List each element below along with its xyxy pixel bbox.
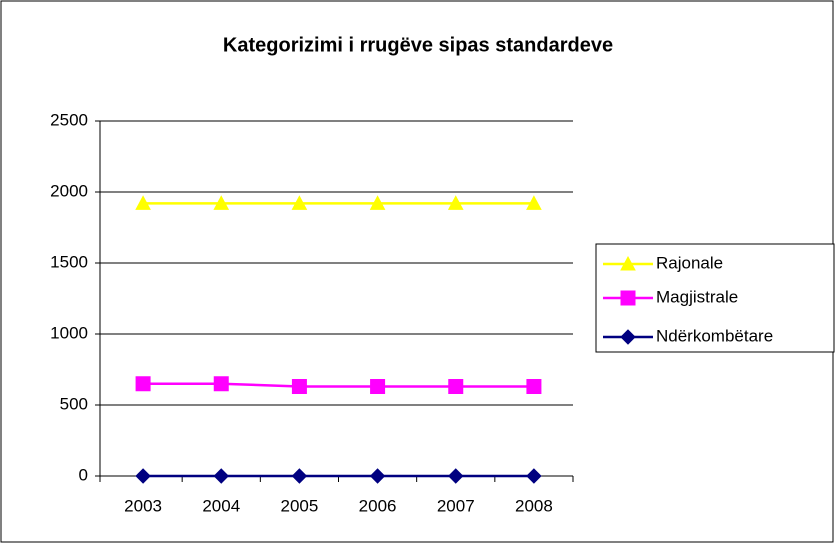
- y-tick-label: 0: [79, 465, 88, 484]
- x-tick-label: 2007: [437, 496, 475, 515]
- data-point: [291, 379, 307, 395]
- y-tick-label: 500: [60, 394, 88, 413]
- legend-label: Ndërkombëtare: [656, 326, 773, 345]
- data-point: [526, 379, 542, 395]
- y-tick-label: 1500: [50, 252, 88, 271]
- x-tick-label: 2004: [202, 496, 240, 515]
- legend-marker: [620, 329, 636, 345]
- y-tick-label: 1000: [50, 323, 88, 342]
- data-point: [448, 379, 464, 395]
- data-point: [135, 468, 151, 484]
- data-point: [447, 195, 464, 210]
- data-point: [213, 195, 230, 210]
- data-point: [526, 468, 542, 484]
- data-point: [213, 376, 229, 392]
- legend-label: Rajonale: [656, 253, 723, 272]
- x-tick-label: 2005: [281, 496, 319, 515]
- chart-title: Kategorizimi i rrugëve sipas standardeve: [223, 34, 613, 56]
- data-point: [135, 376, 151, 392]
- y-tick-label: 2000: [50, 181, 88, 200]
- legend-marker: [620, 255, 636, 271]
- data-point: [291, 468, 308, 484]
- legend-marker: [620, 290, 636, 306]
- x-tick-label: 2003: [124, 496, 162, 515]
- data-point: [526, 195, 542, 210]
- data-point: [370, 379, 386, 395]
- data-point: [213, 468, 229, 484]
- data-point: [369, 468, 386, 484]
- data-point: [369, 195, 386, 210]
- legend-label: Magjistrale: [656, 287, 738, 306]
- data-point: [448, 468, 464, 484]
- data-point: [291, 195, 308, 210]
- series-line: [143, 382, 534, 388]
- data-point: [135, 195, 151, 210]
- x-tick-label: 2006: [359, 496, 397, 515]
- y-tick-label: 2500: [50, 110, 88, 129]
- x-tick-label: 2008: [515, 496, 553, 515]
